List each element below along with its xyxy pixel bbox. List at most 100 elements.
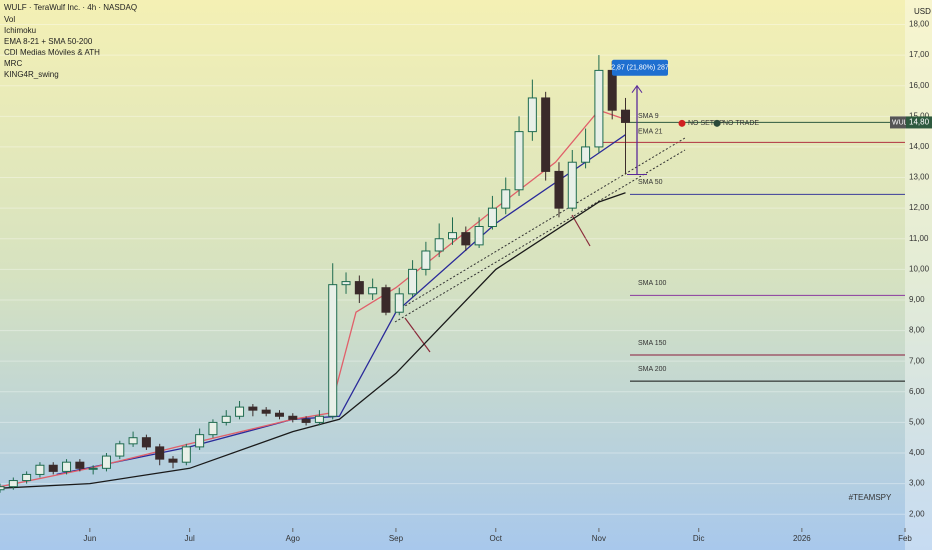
candle-body xyxy=(288,415,298,420)
arrow xyxy=(571,214,591,247)
candle-body xyxy=(195,434,205,448)
measure-label: 2,87 (21,80%) 287 xyxy=(611,65,669,72)
candle-body xyxy=(221,415,231,423)
y-tick-label: 2,00 xyxy=(909,509,925,518)
price-axis-panel xyxy=(905,0,932,550)
candle-body xyxy=(487,207,497,228)
moving-average xyxy=(56,134,626,476)
y-tick-label: 4,00 xyxy=(909,448,925,457)
y-tick-label: 15,00 xyxy=(909,111,930,120)
y-tick-label: 14,00 xyxy=(909,142,930,151)
last-price-tag xyxy=(890,116,906,129)
candle-body xyxy=(101,455,111,469)
candle-body xyxy=(301,418,311,423)
candle-body xyxy=(141,437,151,448)
candle-body xyxy=(181,446,191,463)
candle-body xyxy=(48,464,58,472)
y-tick-label: 7,00 xyxy=(909,356,925,365)
level-label: SMA 50 xyxy=(638,179,663,186)
x-tick-label: Dic xyxy=(693,534,705,543)
candle-body xyxy=(527,97,537,133)
signal-label: NO SETUP xyxy=(688,120,724,127)
candle-body xyxy=(115,443,125,457)
arrow xyxy=(404,317,431,353)
candle-body xyxy=(35,464,45,475)
last-price-symbol: WULF xyxy=(892,119,912,126)
level-label: SMA 100 xyxy=(638,280,667,287)
candle-body xyxy=(567,161,577,209)
signal-label: NO TRADE xyxy=(723,120,759,127)
moving-average xyxy=(0,192,626,489)
candle-body xyxy=(607,69,617,111)
candle-body xyxy=(314,415,324,423)
y-tick-label: 6,00 xyxy=(909,387,925,396)
candle-body xyxy=(328,284,338,417)
level-label: SMA 150 xyxy=(638,340,667,347)
candle-body xyxy=(168,458,178,463)
y-tick-label: 8,00 xyxy=(909,326,925,335)
indicator: MRC xyxy=(4,59,22,68)
signal-dot xyxy=(678,119,686,127)
candle-body xyxy=(621,109,631,123)
y-tick-label: 9,00 xyxy=(909,295,925,304)
measure-box xyxy=(612,59,668,76)
candle-body xyxy=(394,293,404,313)
signal-dot xyxy=(713,119,721,127)
indicator: EMA 8-21 + SMA 50-200 xyxy=(4,37,93,46)
candle-body xyxy=(208,421,218,436)
indicator: KING4R_swing xyxy=(4,70,59,79)
x-tick-label: Ago xyxy=(286,534,301,543)
candle-body xyxy=(368,287,378,295)
y-tick-label: 10,00 xyxy=(909,264,930,273)
candle-body xyxy=(421,250,431,270)
level-label: EMA 21 xyxy=(638,128,663,135)
candle-body xyxy=(514,131,524,191)
y-tick-label: 17,00 xyxy=(909,50,930,59)
level-label: SMA 200 xyxy=(638,366,667,373)
y-tick-label: 3,00 xyxy=(909,479,925,488)
candle-body xyxy=(434,238,444,252)
y-tick-label: 13,00 xyxy=(909,173,930,182)
candle-body xyxy=(474,226,484,246)
candle-body xyxy=(0,486,5,491)
candle-body xyxy=(128,437,138,445)
level-label: SMA 9 xyxy=(638,113,659,120)
last-price-box xyxy=(906,116,932,129)
candle-body xyxy=(541,97,551,172)
candle-body xyxy=(581,146,591,163)
title: WULF · TeraWulf Inc. · 4h · NASDAQ xyxy=(4,3,137,12)
x-tick-label: Feb xyxy=(898,534,912,543)
last-price-label: 14,80 xyxy=(909,118,930,127)
y-tick-label: 11,00 xyxy=(909,234,929,243)
x-tick-label: Jul xyxy=(185,534,195,543)
candle-body xyxy=(448,232,457,240)
candle-body xyxy=(22,473,32,482)
candle-body xyxy=(274,412,284,417)
candle-body xyxy=(594,69,604,148)
watermark: #TEAMSPY xyxy=(849,493,892,502)
x-tick-label: Oct xyxy=(490,534,503,543)
y-tick-label: 12,00 xyxy=(909,203,930,212)
candle-body xyxy=(408,268,418,295)
candle-body xyxy=(261,409,271,414)
x-tick-label: Sep xyxy=(389,534,404,543)
y-tick-label: 5,00 xyxy=(909,418,925,427)
indicator: Ichimoku xyxy=(4,26,36,35)
candle-body xyxy=(75,461,85,469)
x-tick-label: 2026 xyxy=(793,534,811,543)
candle-body xyxy=(8,480,18,488)
indicator: Vol xyxy=(4,15,15,24)
candle-body xyxy=(88,467,98,470)
candle-body xyxy=(381,287,391,313)
x-tick-label: Nov xyxy=(592,534,606,543)
candle-body xyxy=(354,281,364,295)
candle-body xyxy=(554,170,564,209)
candle-body xyxy=(501,189,511,209)
y-tick-label: 16,00 xyxy=(909,81,930,90)
candle-body xyxy=(341,281,351,286)
candle-body xyxy=(248,406,258,411)
trendline xyxy=(394,149,686,323)
candle-body xyxy=(235,406,245,417)
